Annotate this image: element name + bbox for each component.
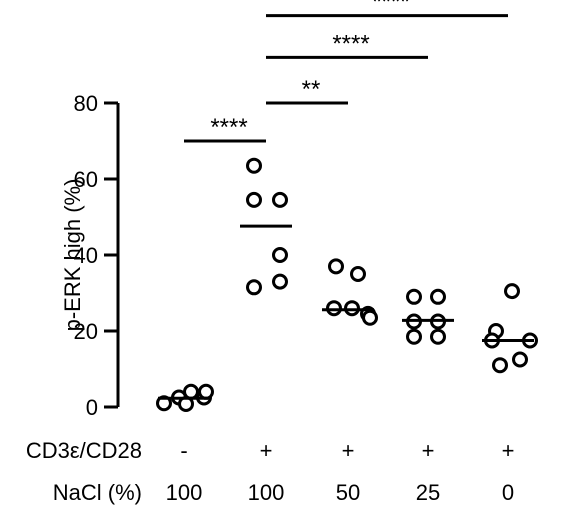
data-point [344, 300, 360, 317]
condition-labels: CD3ε/CD28 NaCl (%) - 100 +100 +50 +25 +0 [26, 438, 515, 505]
data-point [328, 258, 344, 275]
y-tick-label: 60 [74, 167, 98, 192]
data-point [272, 191, 288, 208]
nacl-value-label: 0 [502, 480, 514, 505]
cd3-value-label: + [342, 438, 355, 463]
cd3-value-label: + [502, 438, 515, 463]
data-point [430, 288, 446, 305]
nacl-value-label: 25 [416, 480, 440, 505]
y-tick-label: 40 [74, 243, 98, 268]
data-point [362, 309, 378, 326]
row-label-nacl: NaCl (%) [53, 480, 142, 505]
data-point [504, 283, 520, 300]
nacl-value-label: 100 [248, 480, 285, 505]
data-point [350, 266, 366, 282]
y-tick-label: 80 [74, 91, 98, 116]
data-point [406, 288, 422, 305]
significance-brackets: ************** [184, 0, 508, 143]
data-point [246, 191, 262, 208]
nacl-value-label: 100 [166, 480, 203, 505]
data-point [272, 247, 288, 263]
significance-label: **** [372, 0, 409, 16]
significance-label: **** [210, 114, 247, 141]
cd3-value-label: + [422, 438, 435, 463]
data-points [156, 157, 538, 412]
y-tick-label: 20 [74, 319, 98, 344]
y-axis: 0 20 40 60 80 [74, 91, 120, 420]
y-axis-label: p-ERK high (%) [60, 179, 85, 332]
data-point [326, 300, 342, 317]
significance-label: **** [332, 30, 369, 57]
data-point [406, 328, 422, 345]
cd3-value-label: + [260, 438, 273, 463]
mean-lines [158, 224, 534, 400]
data-point [430, 328, 446, 345]
data-point [198, 383, 214, 400]
significance-label: ** [302, 76, 321, 103]
data-point [512, 351, 528, 368]
data-point [246, 157, 262, 174]
data-point [156, 395, 172, 412]
data-point [272, 273, 288, 290]
data-point [246, 279, 262, 296]
y-tick-label: 0 [86, 395, 98, 420]
data-point [492, 357, 508, 374]
cd3-value-label: - [180, 438, 187, 463]
row-label-cd3: CD3ε/CD28 [26, 438, 142, 463]
nacl-value-label: 50 [336, 480, 360, 505]
